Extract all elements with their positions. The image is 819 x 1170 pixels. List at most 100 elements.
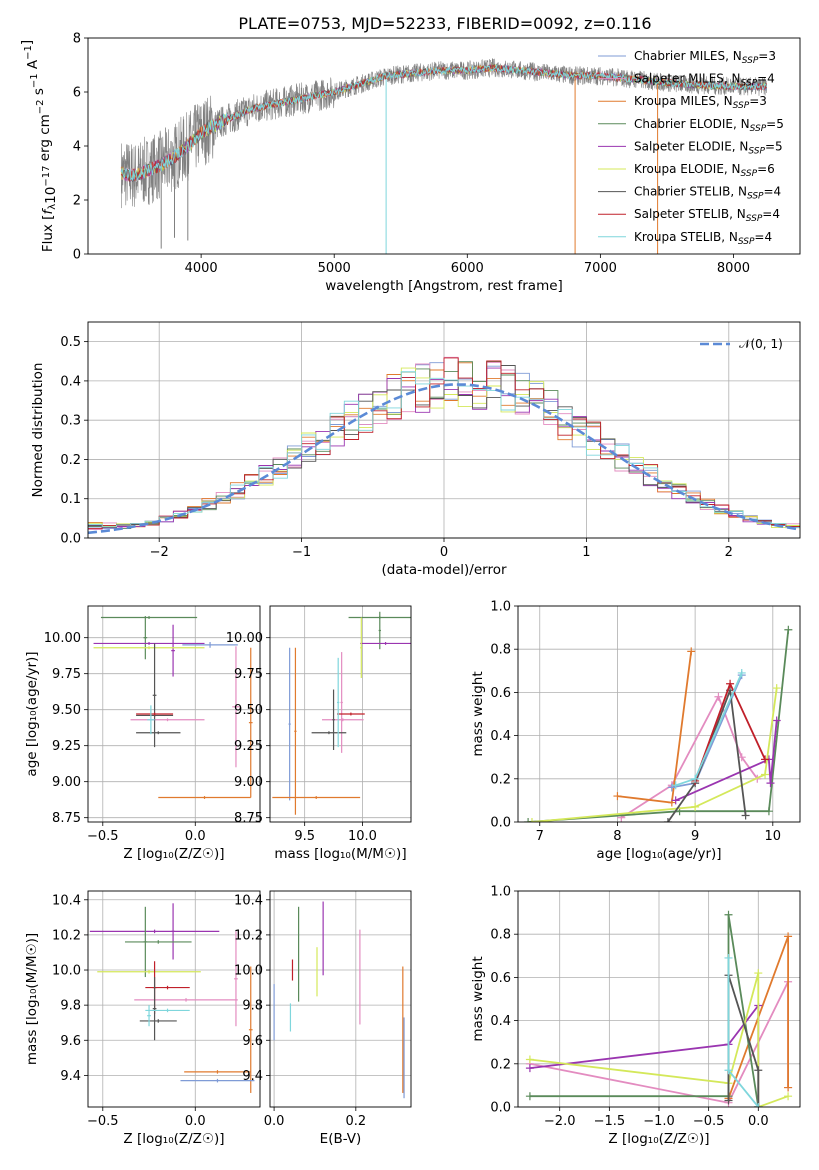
legend-label-sub: SSP bbox=[741, 169, 758, 179]
y-tick-label: 9.75 bbox=[52, 667, 81, 682]
legend-label: Salpeter STELIB, NSSP=4 bbox=[634, 207, 780, 224]
legend-label-eq: =3 bbox=[758, 49, 776, 63]
legend-label-sub: SSP bbox=[733, 101, 750, 111]
weight-point bbox=[613, 792, 622, 801]
y-tick-label: 8 bbox=[73, 32, 81, 47]
x-tick-label: 0.2 bbox=[345, 1114, 366, 1129]
y-tick-label: 4 bbox=[73, 140, 81, 155]
weight-point bbox=[525, 1064, 534, 1073]
residual-histogram bbox=[88, 371, 800, 529]
y-label-part: s bbox=[31, 88, 47, 99]
y-axis-label: Normed distribution bbox=[30, 363, 46, 498]
legend-label-sub: SSP bbox=[747, 192, 764, 202]
weight-point bbox=[772, 684, 781, 693]
y-tick-label: 9.6 bbox=[60, 1034, 81, 1049]
legend-label-main: Salpeter ELODIE, N bbox=[634, 139, 748, 153]
legend-label-sub: SSP bbox=[750, 124, 767, 134]
normal-curve bbox=[88, 383, 800, 535]
weight-point bbox=[764, 807, 773, 816]
legend-label: 𝒩(0, 1) bbox=[739, 337, 783, 351]
weight-point bbox=[527, 818, 536, 822]
y-tick-label: 0.4 bbox=[490, 1014, 511, 1029]
y-tick-label: 0.6 bbox=[490, 686, 511, 701]
legend: 𝒩(0, 1) bbox=[700, 337, 783, 351]
y-tick-label: 0.5 bbox=[60, 335, 81, 350]
weight-point bbox=[724, 1096, 733, 1105]
plot-area bbox=[88, 356, 800, 535]
weight-line bbox=[667, 689, 747, 822]
residual-histogram bbox=[88, 365, 800, 528]
grid bbox=[88, 891, 260, 1107]
y-axis-label: age [log₁₀(age/yr)] bbox=[24, 651, 40, 776]
x-tick-label: −2.0 bbox=[544, 1114, 576, 1129]
legend-label-eq: =5 bbox=[766, 117, 784, 131]
y-tick-label: 9.50 bbox=[52, 703, 81, 718]
panel-mass_weight_vs_Z: −2.0 −1.5 −1.0 −0.5 0.0 0.0 0.2 0.4 0.6 0.8 1.0 Z [… bbox=[470, 885, 801, 1147]
x-tick-label: 2 bbox=[725, 545, 733, 560]
weight-point bbox=[524, 818, 533, 822]
y-tick-label: 9.25 bbox=[52, 739, 81, 754]
axes-frame bbox=[517, 605, 801, 823]
legend-label-sub: SSP bbox=[746, 214, 763, 224]
axes-frame bbox=[87, 321, 801, 539]
x-axis-label: mass [log₁₀(M/M☉)] bbox=[274, 846, 406, 862]
weight-point bbox=[714, 692, 723, 701]
x-tick-label: 6000 bbox=[451, 261, 484, 276]
y-tick-label: 0.4 bbox=[60, 374, 81, 389]
y-tick-label: 0.2 bbox=[490, 1057, 511, 1072]
weight-point bbox=[754, 1066, 763, 1075]
y-tick-label: 9.6 bbox=[242, 1034, 263, 1049]
x-tick-label: 10 bbox=[765, 829, 782, 844]
x-axis-label: (data-model)/error bbox=[381, 562, 507, 578]
y-tick-label: 0.6 bbox=[490, 971, 511, 986]
weight-line bbox=[531, 687, 778, 822]
y-tick-label: 9.8 bbox=[60, 999, 81, 1014]
legend-label-main: Kroupa MILES, N bbox=[634, 94, 733, 108]
y-label-part: erg cm bbox=[37, 114, 53, 165]
y-tick-label: 8.75 bbox=[52, 811, 81, 826]
legend-label-main: Chabrier ELODIE, N bbox=[634, 117, 750, 131]
weight-point bbox=[761, 755, 770, 764]
legend-label-eq: =5 bbox=[765, 139, 783, 153]
weight-point bbox=[691, 802, 700, 811]
x-axis-label: E(B-V) bbox=[320, 1131, 362, 1147]
y-tick-label: 2 bbox=[73, 194, 81, 209]
x-tick-label: −0.5 bbox=[693, 1114, 725, 1129]
weight-point bbox=[766, 779, 775, 788]
y-label-part: 10 bbox=[43, 187, 59, 204]
weight-point bbox=[663, 818, 672, 822]
y-tick-label: 9.8 bbox=[242, 999, 263, 1014]
weight-point bbox=[667, 798, 676, 807]
x-tick-label: 1 bbox=[582, 545, 590, 560]
y-axis-label: mass [log₁₀(M/M☉)] bbox=[24, 933, 40, 1065]
weight-point bbox=[687, 647, 696, 656]
y-tick-label: 0.4 bbox=[490, 729, 511, 744]
legend-label: Kroupa ELODIE, NSSP=6 bbox=[634, 162, 775, 179]
legend-label: Salpeter ELODIE, NSSP=5 bbox=[634, 139, 783, 156]
y-tick-label: 10.0 bbox=[52, 964, 81, 979]
legend-label-main: Chabrier STELIB, N bbox=[634, 185, 747, 199]
x-axis-label: wavelength [Angstrom, rest frame] bbox=[325, 278, 563, 294]
weight-point bbox=[724, 910, 733, 919]
legend-label-eq: =4 bbox=[764, 185, 782, 199]
x-axis-label: Z [log₁₀(Z/Z☉)] bbox=[608, 1131, 709, 1147]
residual-histogram bbox=[88, 367, 800, 529]
panel-mass_vs_Z: −0.5 0.0 9.4 9.6 9.8 10.0 10.2 10.4 Z [log₁₀(Z/Z… bbox=[24, 890, 261, 1147]
plot-area bbox=[93, 616, 253, 799]
panel-mass_weight_vs_age: 7 8 9 10 0.0 0.2 0.4 0.6 0.8 1.0 age [log₁₀(age/yr… bbox=[470, 600, 801, 862]
y-label-part: −17 bbox=[41, 166, 52, 187]
weight-point bbox=[754, 969, 763, 978]
weight-point bbox=[784, 1092, 793, 1101]
weight-line bbox=[675, 720, 778, 802]
grid bbox=[88, 606, 260, 822]
weight-point bbox=[737, 668, 746, 677]
weight-point bbox=[671, 796, 680, 805]
y-tick-label: 0.8 bbox=[490, 928, 511, 943]
x-tick-label: −1 bbox=[292, 545, 311, 560]
y-tick-label: 10.4 bbox=[234, 893, 263, 908]
weight-point bbox=[754, 1103, 763, 1107]
x-tick-label: 7 bbox=[536, 829, 544, 844]
plot-area bbox=[525, 910, 793, 1107]
x-axis-label: age [log₁₀(age/yr)] bbox=[596, 846, 721, 862]
